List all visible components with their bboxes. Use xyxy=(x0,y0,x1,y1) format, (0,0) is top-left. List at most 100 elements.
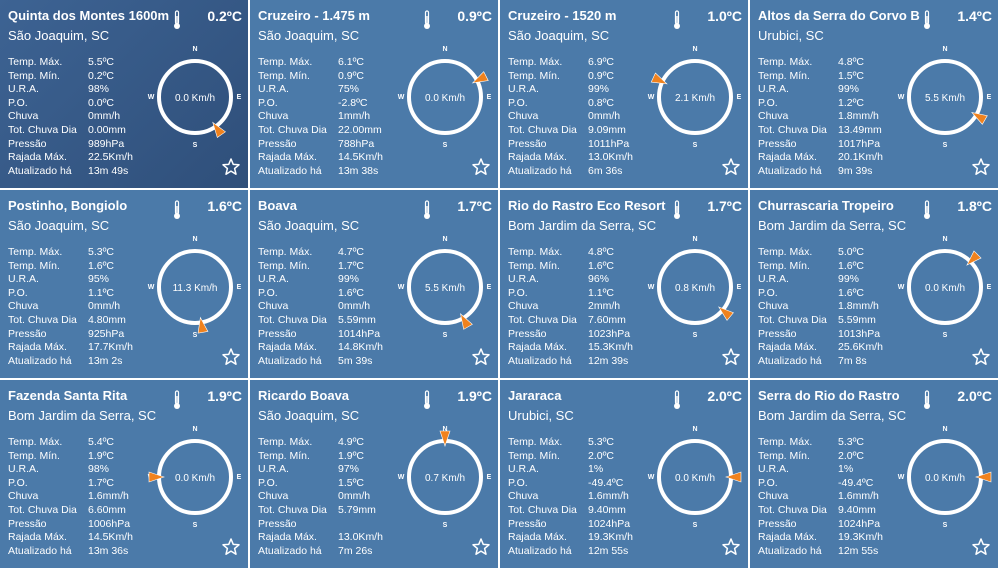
star-outline-icon[interactable] xyxy=(971,347,991,367)
stat-row-tot-chuva: Tot. Chuva Dia 9.09mm xyxy=(508,124,633,138)
stat-row-chuva: Chuva 1.6mm/h xyxy=(758,490,883,504)
star-outline-icon[interactable] xyxy=(471,537,491,557)
stat-value: 98% xyxy=(88,83,110,96)
stat-row-temp-min: Temp. Mín. 1.9ºC xyxy=(258,450,383,464)
stat-label: Atualizado há xyxy=(758,354,822,367)
compass-ring xyxy=(907,249,983,325)
stat-row-ura: U.R.A. 75% xyxy=(258,83,383,97)
stat-value: 20.1Km/h xyxy=(838,151,883,164)
station-card[interactable]: Cruzeiro - 1520 m 1.0ºC São Joaquim, SC T… xyxy=(500,0,748,188)
station-name[interactable]: Postinho, Bongiolo xyxy=(8,198,128,213)
stat-value: 5.5ºC xyxy=(88,56,115,68)
station-card[interactable]: Serra do Rio do Rastro 2.0ºC Bom Jardim d… xyxy=(750,380,998,568)
stat-label: P.O. xyxy=(258,96,278,109)
station-name[interactable]: Ricardo Boava xyxy=(258,388,350,403)
thermometer-icon xyxy=(674,200,680,219)
stat-row-po: P.O. -49.4ºC xyxy=(758,477,883,491)
station-card[interactable]: Postinho, Bongiolo 1.6ºC São Joaquim, SC … xyxy=(0,190,248,378)
stat-row-tot-chuva: Tot. Chuva Dia 4.80mm xyxy=(8,314,133,328)
stat-label: U.R.A. xyxy=(758,83,789,96)
compass-ring xyxy=(157,59,233,135)
thermometer-icon xyxy=(424,200,430,219)
stat-row-pressao: Pressão 1024hPa xyxy=(758,518,883,532)
stat-label: Rajada Máx. xyxy=(258,151,317,164)
stat-row-chuva: Chuva 1.8mm/h xyxy=(758,300,883,314)
star-outline-icon[interactable] xyxy=(471,157,491,177)
station-card[interactable]: Ricardo Boava 1.9ºC São Joaquim, SC Temp.… xyxy=(250,380,498,568)
station-name[interactable]: Fazenda Santa Rita xyxy=(8,388,128,403)
station-name[interactable]: Boava xyxy=(258,198,298,213)
star-outline-icon[interactable] xyxy=(721,537,741,557)
star-outline-icon[interactable] xyxy=(221,537,241,557)
stat-value: 13m 38s xyxy=(338,164,379,177)
compass-north: N xyxy=(692,46,697,53)
stat-label: Rajada Máx. xyxy=(8,531,67,544)
station-name[interactable]: Altos da Serra do Corvo B xyxy=(758,8,920,23)
star-outline-icon[interactable] xyxy=(721,157,741,177)
station-location: Bom Jardim da Serra, SC xyxy=(8,408,157,423)
wind-speed: 5.5 Km/h xyxy=(425,283,465,294)
stat-value: 14.8Km/h xyxy=(338,341,383,354)
compass-west: W xyxy=(898,284,905,291)
station-card[interactable]: Boava 1.7ºC São Joaquim, SC Temp. Máx. 4.… xyxy=(250,190,498,378)
wind-direction-arrow xyxy=(471,71,489,84)
station-card[interactable]: Quinta dos Montes 1600m 0.2ºC São Joaquim… xyxy=(0,0,248,188)
station-card[interactable]: Cruzeiro - 1.475 m 0.9ºC São Joaquim, SC … xyxy=(250,0,498,188)
station-card[interactable]: Fazenda Santa Rita 1.9ºC Bom Jardim da Se… xyxy=(0,380,248,568)
wind-speed: 0.8 Km/h xyxy=(675,283,715,294)
wind-speed: 2.1 Km/h xyxy=(675,93,715,104)
stat-value: 12m 55s xyxy=(588,544,629,557)
stat-label: Temp. Máx. xyxy=(508,436,563,448)
compass-south: S xyxy=(443,142,448,149)
stat-row-temp-min: Temp. Mín. 1.5ºC xyxy=(758,70,883,84)
stat-label: Tot. Chuva Dia xyxy=(258,313,327,326)
station-name[interactable]: Rio do Rastro Eco Resort xyxy=(508,198,666,213)
stat-value: 5.3ºC xyxy=(88,246,115,258)
star-outline-icon[interactable] xyxy=(721,347,741,367)
wind-compass: N S W E 0.0 Km/h xyxy=(148,426,242,529)
wind-direction-arrow xyxy=(971,112,988,125)
stat-row-tot-chuva: Tot. Chuva Dia 9.40mm xyxy=(758,504,883,518)
star-outline-icon[interactable] xyxy=(471,347,491,367)
stat-value: 75% xyxy=(338,83,360,96)
station-name[interactable]: Churrascaria Tropeiro xyxy=(758,198,894,213)
compass-north: N xyxy=(942,426,947,433)
compass-ring xyxy=(657,59,733,135)
stat-value: 5.4ºC xyxy=(88,436,115,448)
station-card[interactable]: Rio do Rastro Eco Resort 1.7ºC Bom Jardim… xyxy=(500,190,748,378)
stat-row-atualizado: Atualizado há 7m 26s xyxy=(258,545,383,559)
station-name[interactable]: Serra do Rio do Rastro xyxy=(758,388,900,403)
stat-value: 6.9ºC xyxy=(588,56,615,68)
wind-speed: 0.0 Km/h xyxy=(925,283,965,294)
station-name[interactable]: Cruzeiro - 1.475 m xyxy=(258,8,370,23)
stat-row-chuva: Chuva 0mm/h xyxy=(8,300,133,314)
current-temperature: 1.7ºC xyxy=(707,198,742,214)
station-location: São Joaquim, SC xyxy=(508,28,610,43)
stat-label: Tot. Chuva Dia xyxy=(8,123,77,136)
stat-value: 14.5Km/h xyxy=(88,531,133,544)
star-outline-icon[interactable] xyxy=(971,537,991,557)
star-outline-icon[interactable] xyxy=(221,347,241,367)
stat-row-chuva: Chuva 0mm/h xyxy=(508,110,633,124)
stat-label: Chuva xyxy=(258,300,289,313)
stat-label: Temp. Máx. xyxy=(758,56,813,68)
station-card[interactable]: Churrascaria Tropeiro 1.8ºC Bom Jardim da… xyxy=(750,190,998,378)
star-outline-icon[interactable] xyxy=(971,157,991,177)
stat-value: -49.4ºC xyxy=(838,476,874,489)
station-name[interactable]: Jararaca xyxy=(508,388,562,403)
station-name[interactable]: Cruzeiro - 1520 m xyxy=(508,8,617,23)
stat-label: U.R.A. xyxy=(508,463,539,476)
stat-row-chuva: Chuva 1.6mm/h xyxy=(8,490,133,504)
station-card[interactable]: Altos da Serra do Corvo B 1.4ºC Urubici, … xyxy=(750,0,998,188)
stat-label: Pressão xyxy=(258,517,297,530)
stat-row-temp-min: Temp. Mín. 2.0ºC xyxy=(758,450,883,464)
stat-label: Temp. Mín. xyxy=(508,259,560,272)
stat-row-tot-chuva: Tot. Chuva Dia 9.40mm xyxy=(508,504,633,518)
station-name[interactable]: Quinta dos Montes 1600m xyxy=(8,8,170,23)
station-card[interactable]: Jararaca 2.0ºC Urubici, SC Temp. Máx. 5.3… xyxy=(500,380,748,568)
stat-value: -49.4ºC xyxy=(588,476,624,489)
stat-value: 4.8ºC xyxy=(588,246,615,258)
star-outline-icon[interactable] xyxy=(221,157,241,177)
stat-value: -2.8ºC xyxy=(338,96,368,109)
stat-value: 1.9ºC xyxy=(338,449,365,462)
